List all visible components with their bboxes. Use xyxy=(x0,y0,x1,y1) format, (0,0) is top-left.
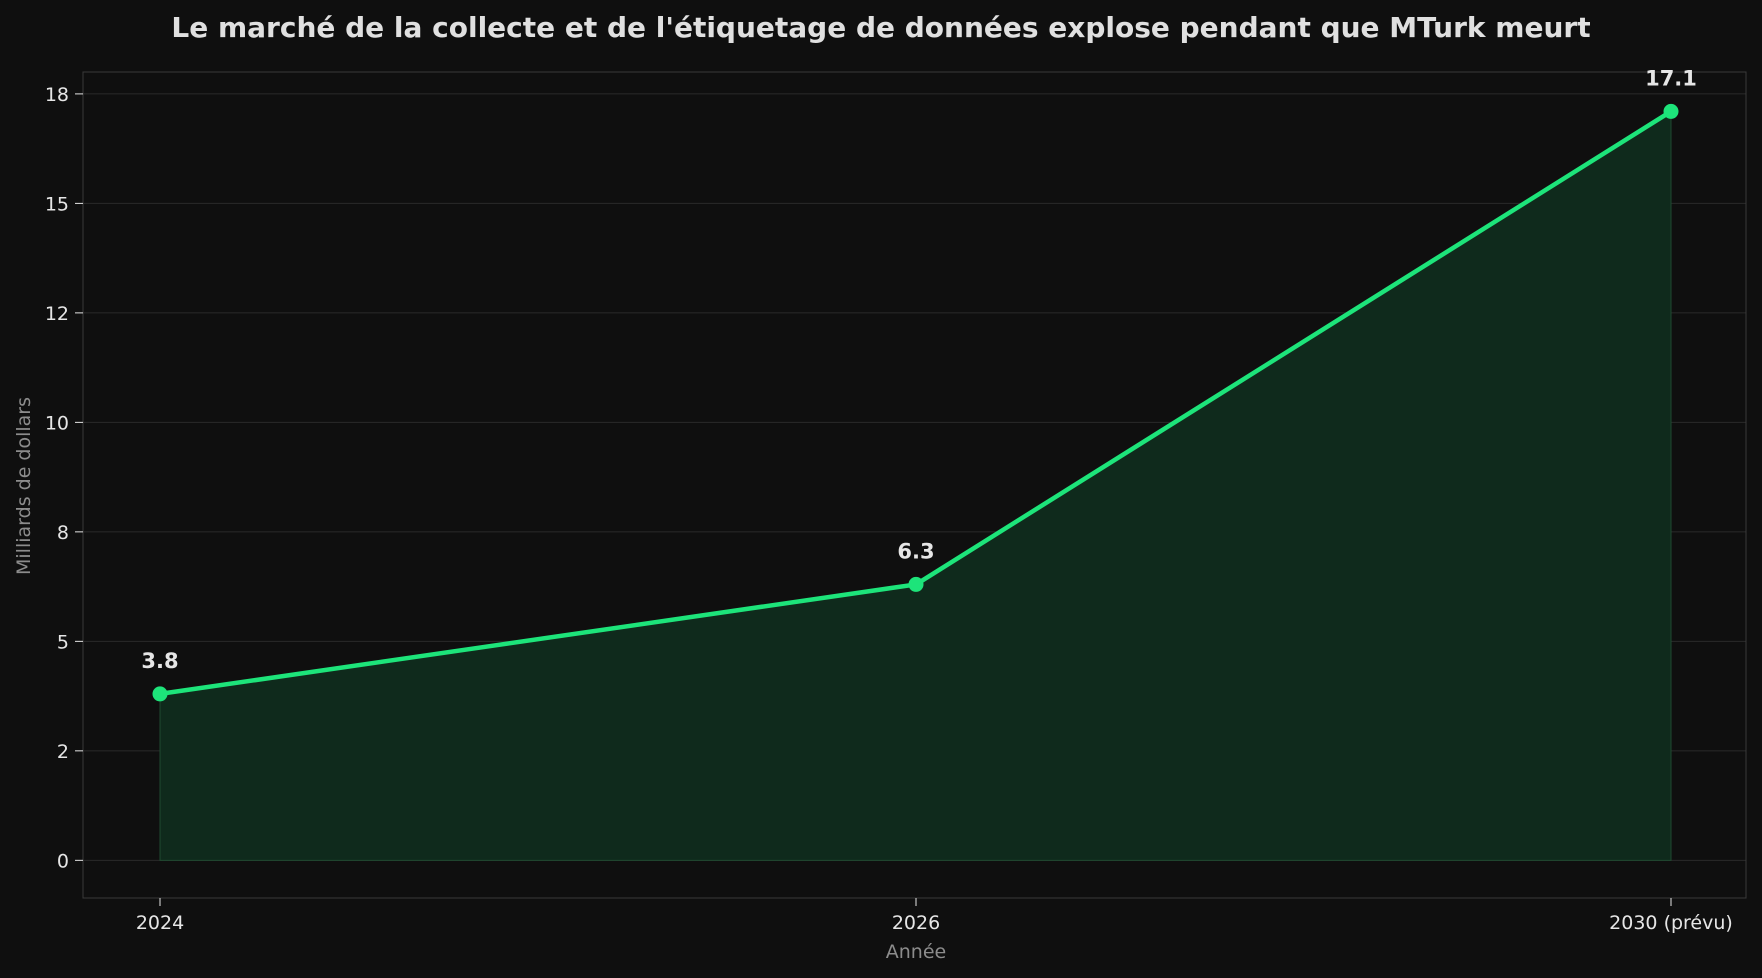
x-tick-label: 2026 xyxy=(892,912,940,934)
y-tick-label: 15 xyxy=(45,193,69,215)
area-fill xyxy=(159,110,1672,861)
y-tick-label: 2 xyxy=(57,741,69,763)
y-tick-label: 10 xyxy=(45,412,69,434)
x-axis-label: Année xyxy=(886,941,946,963)
y-tick-label: 5 xyxy=(57,631,69,653)
x-tick-label: 2024 xyxy=(136,912,184,934)
y-tick-label: 18 xyxy=(45,84,69,106)
y-tick-label: 12 xyxy=(45,303,69,325)
y-tick-label: 8 xyxy=(57,522,69,544)
area-fill-layer xyxy=(159,110,1672,861)
y-axis-ticks: 0 2 5 8 10 12 15 18 xyxy=(45,84,83,872)
y-tick-label: 0 xyxy=(57,850,69,872)
data-labels: 3.8 6.3 17.1 xyxy=(141,66,1697,672)
data-points xyxy=(152,103,1679,702)
plot-frame xyxy=(82,71,1747,899)
data-label: 3.8 xyxy=(141,649,178,673)
data-label: 6.3 xyxy=(897,539,934,563)
data-label: 17.1 xyxy=(1645,66,1697,90)
chart-title: Le marché de la collecte et de l'étiquet… xyxy=(171,11,1590,44)
x-tick-label: 2030 (prévu) xyxy=(1609,912,1733,934)
data-point xyxy=(152,686,168,702)
y-axis-label: Milliards de dollars xyxy=(13,397,35,575)
x-axis-ticks: 2024 2026 2030 (prévu) xyxy=(136,898,1733,934)
data-point xyxy=(908,576,924,592)
data-point xyxy=(1663,103,1679,119)
